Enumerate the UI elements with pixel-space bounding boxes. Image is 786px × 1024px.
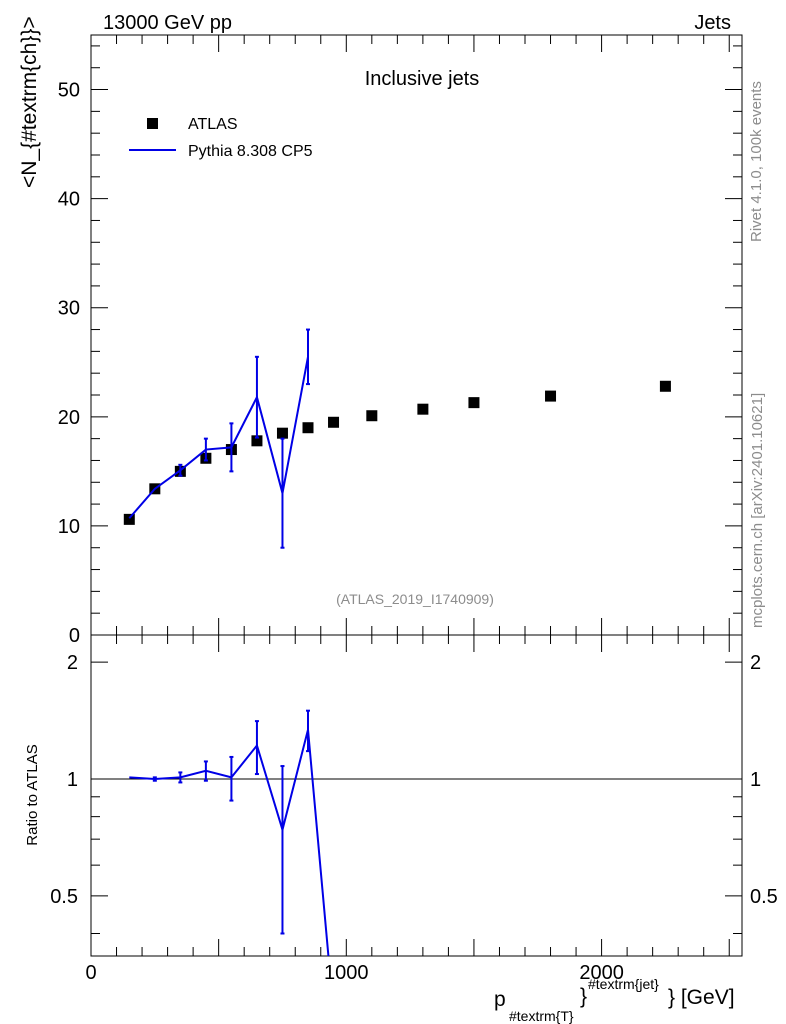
legend: ATLAS Pythia 8.308 CP5 [129, 116, 313, 160]
ratio-ylabel: Ratio to ATLAS [24, 744, 41, 845]
atlas-point [328, 416, 340, 428]
main-ytick-label: 0 [69, 625, 80, 647]
ratio-ytick-label: 0.5 [50, 886, 78, 908]
main-ylabel: <N_{#textrm{ch}}> [18, 16, 41, 188]
main-ytick-label: 10 [58, 516, 80, 538]
ratio-line [129, 729, 330, 957]
xlabel-brace: } [580, 985, 587, 1008]
rivet-label: Rivet 4.1.0, 100k events [748, 81, 765, 242]
atlas-point [366, 410, 378, 422]
ratio-plot-frame [90, 634, 743, 957]
main-ytick-label: 20 [58, 407, 80, 429]
energy-label: 13000 GeV pp [103, 12, 232, 34]
analysis-label: (ATLAS_2019_I1740909) [336, 591, 494, 607]
xtick-label: 0 [85, 962, 96, 984]
x-axis-ticks [90, 35, 730, 956]
ratio-ytick-label: 1 [67, 769, 78, 791]
ratio-ytick-label-right: 1 [750, 769, 761, 791]
tick-labels: 0 10 20 30 40 50 0 1000 2000 0.5 0.5 1 1 2 2 [50, 80, 778, 984]
atlas-point [468, 397, 480, 409]
category-label: Jets [694, 12, 731, 34]
atlas-point [417, 403, 429, 415]
main-ytick-label: 50 [58, 80, 80, 102]
atlas-point [276, 427, 288, 439]
xlabel-sup: #textrm{jet} [588, 976, 659, 992]
ratio-ytick-label-right: 0.5 [750, 886, 778, 908]
chart-title: Inclusive jets [365, 68, 480, 90]
ratio-axis-ticks [91, 661, 742, 934]
ratio-ytick-label: 2 [67, 652, 78, 674]
pythia-line [128, 356, 309, 519]
ratio-ytick-label-right: 2 [750, 652, 761, 674]
legend-atlas-label: ATLAS [188, 116, 238, 133]
legend-pythia-label: Pythia 8.308 CP5 [188, 143, 313, 160]
xlabel-unit: } [GeV] [668, 986, 735, 1009]
legend-atlas-marker [147, 118, 158, 129]
atlas-point [545, 390, 557, 402]
atlas-point [123, 513, 135, 525]
atlas-point [251, 435, 263, 447]
xlabel-main: p [494, 988, 506, 1011]
source-label: mcplots.cern.ch [arXiv:2401.10621] [749, 393, 766, 628]
x-axis-label: p #textrm{T} #textrm{jet} } } [GeV] [494, 976, 735, 1024]
xtick-label: 2000 [579, 962, 624, 984]
ratio-data-marks [91, 709, 742, 957]
atlas-point [302, 422, 314, 434]
xlabel-sub: #textrm{T} [509, 1008, 574, 1024]
xtick-label: 1000 [324, 962, 369, 984]
main-ytick-label: 30 [58, 298, 80, 320]
atlas-point [659, 380, 671, 392]
main-data-marks [123, 328, 671, 549]
main-ytick-label: 40 [58, 189, 80, 211]
main-axis-ticks [91, 45, 742, 636]
